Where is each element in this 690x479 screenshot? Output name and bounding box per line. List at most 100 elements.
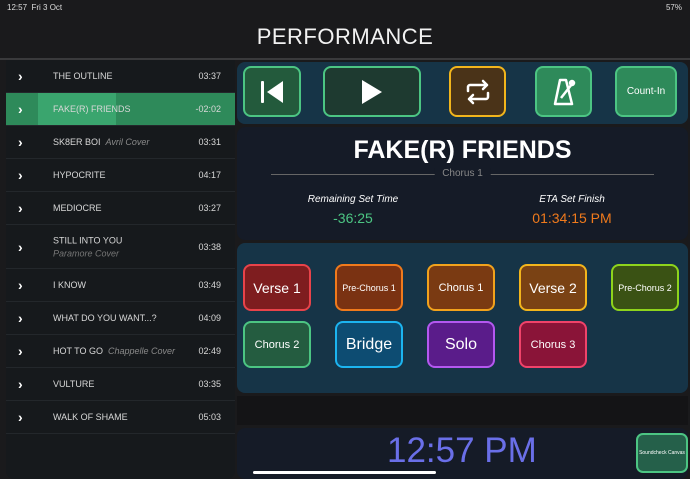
status-time-date: 12:57 Fri 3 Oct [7, 3, 62, 12]
section-button[interactable]: Pre-Chorus 2 [611, 264, 679, 311]
song-name: THE OUTLINE [53, 71, 113, 81]
song-name: FAKE(R) FRIENDS [53, 104, 131, 114]
chevron-right-icon[interactable]: › [18, 134, 23, 150]
song-name: MEDIOCRE [53, 203, 102, 213]
setlist-row[interactable]: › WHAT DO YOU WANT...? 04:09 [6, 302, 235, 335]
song-progress [38, 93, 116, 125]
chevron-right-icon[interactable]: › [18, 101, 23, 117]
chevron-right-icon[interactable]: › [18, 200, 23, 216]
header-divider [0, 58, 690, 60]
page-title: PERFORMANCE [256, 24, 434, 49]
setlist-row[interactable]: › FAKE(R) FRIENDS -02:02 [6, 93, 235, 126]
home-indicator[interactable] [253, 471, 436, 474]
skip-back-icon [261, 80, 283, 103]
count-in-button[interactable]: Count-In [615, 66, 677, 117]
setlist[interactable]: › THE OUTLINE 03:37 › FAKE(R) FRIENDS -02:02 ›… [6, 60, 235, 479]
remaining-label: Remaining Set Time [307, 194, 399, 205]
section-button[interactable]: Solo [427, 321, 495, 368]
repeat-icon [466, 79, 489, 104]
song-name: I KNOW [53, 280, 86, 290]
eta-label: ETA Set Finish [539, 194, 605, 205]
remaining-set-time: Remaining Set Time -36:25 [273, 194, 433, 226]
clock-panel: 12:57 PM Soundcheck Canvas [237, 428, 688, 479]
section-button[interactable]: Pre-Chorus 1 [335, 264, 403, 311]
song-title: HOT TO GO [53, 346, 104, 356]
setlist-row[interactable]: › VULTURE 03:35 [6, 368, 235, 401]
song-duration: 03:38 [198, 241, 221, 252]
song-title: WHAT DO YOU WANT...? [53, 313, 157, 323]
now-playing-panel: FAKE(R) FRIENDS Chorus 1 Remaining Set T… [237, 127, 688, 240]
setlist-row[interactable]: › HOT TO GO Chappelle Cover 02:49 [6, 335, 235, 368]
play-icon [362, 79, 382, 104]
remaining-value: -36:25 [333, 210, 373, 226]
chevron-right-icon[interactable]: › [18, 277, 23, 293]
song-name: STILL INTO YOU Paramore Cover [53, 235, 122, 258]
status-date: Fri 3 Oct [31, 3, 63, 12]
song-name: HYPOCRITE [53, 170, 106, 180]
setlist-row[interactable]: › I KNOW 03:49 [6, 269, 235, 302]
song-name: SK8ER BOI Avril Cover [53, 137, 149, 147]
song-title: MEDIOCRE [53, 203, 102, 213]
current-section: Chorus 1 [434, 168, 491, 179]
setlist-row[interactable]: › WALK OF SHAME 05:03 [6, 401, 235, 434]
song-note: Avril Cover [105, 137, 150, 147]
song-note: Chappelle Cover [108, 346, 176, 356]
chevron-right-icon[interactable]: › [18, 238, 23, 255]
song-title: THE OUTLINE [53, 71, 113, 81]
loop-button[interactable] [449, 66, 506, 117]
setlist-row[interactable]: › HYPOCRITE 04:17 [6, 159, 235, 192]
eta-set-finish: ETA Set Finish 01:34:15 PM [492, 194, 652, 226]
chevron-right-icon[interactable]: › [18, 167, 23, 183]
chevron-right-icon[interactable]: › [18, 310, 23, 326]
battery-level: 57% [665, 3, 682, 12]
soundcheck-canvas-button[interactable]: Soundcheck Canvas [636, 433, 688, 473]
song-duration: 03:37 [198, 71, 221, 81]
song-duration: 03:35 [198, 379, 221, 389]
previous-button[interactable] [243, 66, 301, 117]
metronome-button[interactable] [535, 66, 592, 117]
transport-toolbar: Count-In [237, 62, 688, 124]
setlist-row[interactable]: › STILL INTO YOU Paramore Cover 03:38 [6, 225, 235, 269]
song-title: FAKE(R) FRIENDS [353, 136, 572, 164]
eta-value: 01:34:15 PM [532, 210, 612, 226]
song-duration: 03:27 [198, 203, 221, 213]
song-title: WALK OF SHAME [53, 412, 128, 422]
status-bar: 12:57 Fri 3 Oct 57% [0, 0, 690, 16]
chevron-right-icon[interactable]: › [18, 343, 23, 359]
song-duration: -02:02 [195, 104, 221, 114]
song-note: Paramore Cover [53, 248, 120, 258]
song-name: HOT TO GO Chappelle Cover [53, 346, 175, 356]
chevron-right-icon[interactable]: › [18, 409, 23, 425]
song-duration: 05:03 [198, 412, 221, 422]
song-title: I KNOW [53, 280, 86, 290]
section-button[interactable]: Verse 2 [519, 264, 587, 311]
metronome-icon [553, 78, 575, 105]
song-name: WHAT DO YOU WANT...? [53, 313, 157, 323]
section-button[interactable]: Verse 1 [243, 264, 311, 311]
song-name: VULTURE [53, 379, 94, 389]
song-name: WALK OF SHAME [53, 412, 128, 422]
section-button[interactable]: Bridge [335, 321, 403, 368]
song-duration: 04:09 [198, 313, 221, 323]
empty-panel [237, 396, 688, 425]
chevron-right-icon[interactable]: › [18, 376, 23, 392]
section-grid: Verse 1 Pre-Chorus 1 Chorus 1 Verse 2 Pre-Ch… [237, 243, 688, 393]
setlist-row[interactable]: › MEDIOCRE 03:27 [6, 192, 235, 225]
clock: 12:57 PM [387, 431, 537, 470]
section-button[interactable]: Chorus 2 [243, 321, 311, 368]
song-duration: 03:49 [198, 280, 221, 290]
song-title: FAKE(R) FRIENDS [53, 104, 131, 114]
song-title: STILL INTO YOU [53, 235, 123, 245]
section-button[interactable]: Chorus 3 [519, 321, 587, 368]
section-button[interactable]: Chorus 1 [427, 264, 495, 311]
setlist-row[interactable]: › THE OUTLINE 03:37 [6, 60, 235, 93]
setlist-row[interactable]: › SK8ER BOI Avril Cover 03:31 [6, 126, 235, 159]
chevron-right-icon[interactable]: › [18, 68, 23, 84]
status-time: 12:57 [7, 3, 28, 12]
song-duration: 02:49 [198, 346, 221, 356]
song-title: SK8ER BOI [53, 137, 101, 147]
play-button[interactable] [323, 66, 421, 117]
song-title: VULTURE [53, 379, 95, 389]
song-title: HYPOCRITE [53, 170, 106, 180]
song-duration: 04:17 [198, 170, 221, 180]
